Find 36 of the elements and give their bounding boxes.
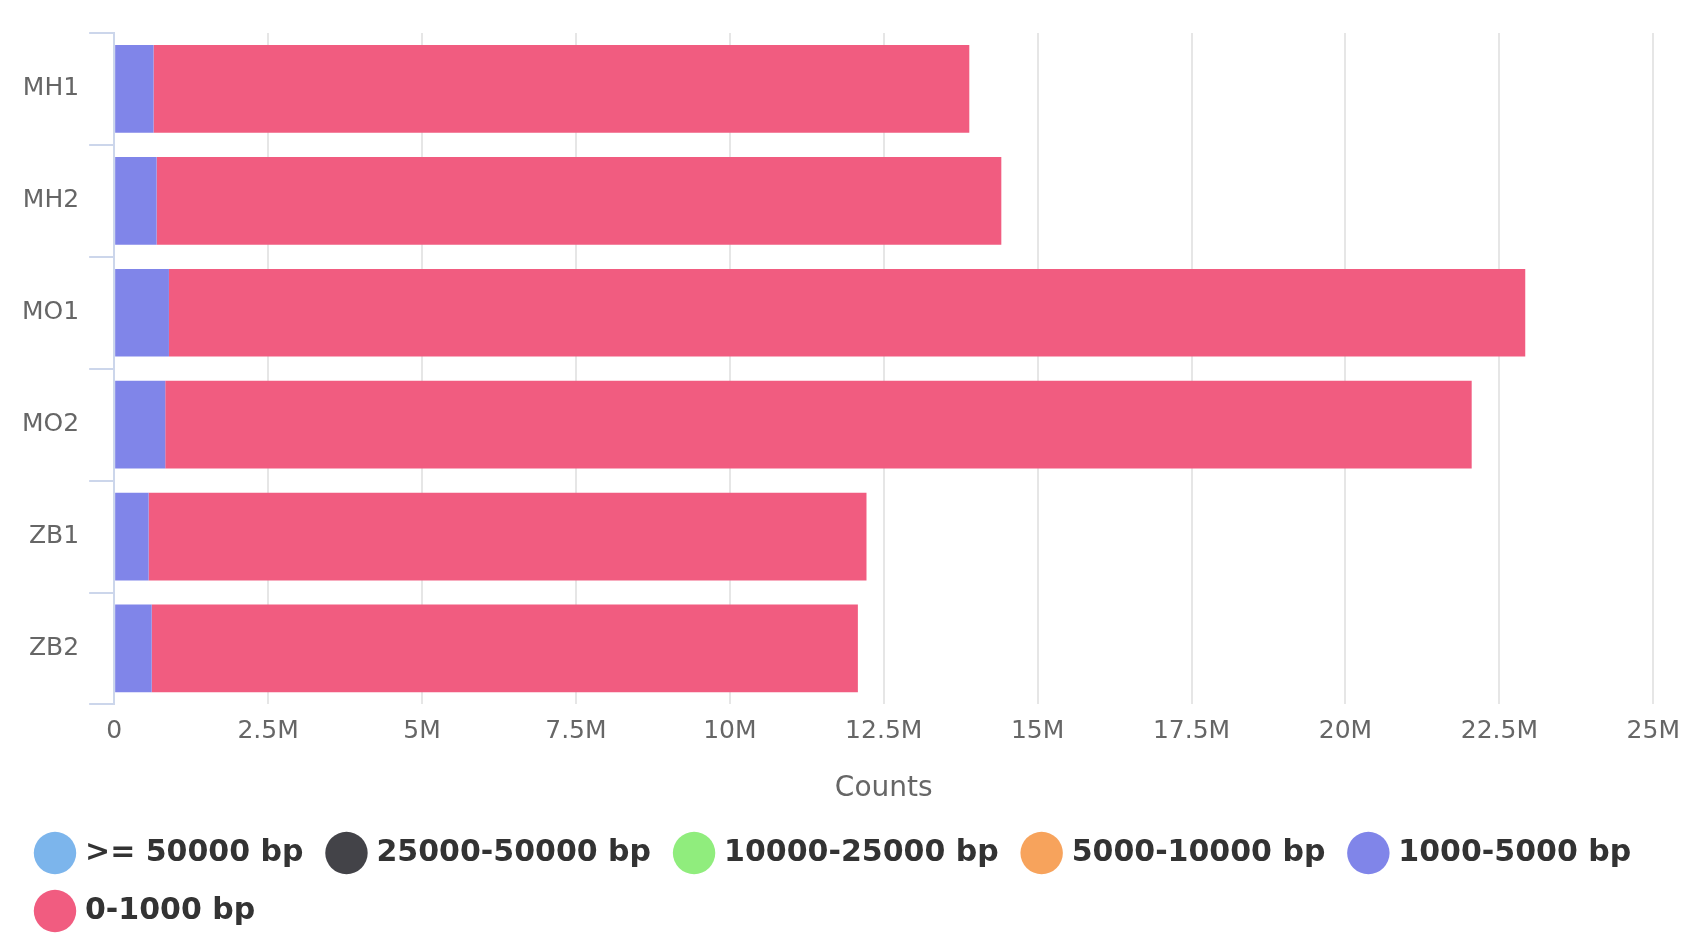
y-tick-label: ZB2 <box>28 631 80 661</box>
bar <box>156 156 1002 245</box>
x-tick-label: 12.5M <box>845 714 923 744</box>
legend-label: >= 50000 bp <box>85 832 304 868</box>
bar <box>151 604 858 693</box>
y-tick-label: MO1 <box>22 296 80 326</box>
x-tick-label: 7.5M <box>545 714 607 744</box>
x-tick-label: 5M <box>403 714 441 744</box>
x-axis-title: Counts <box>834 770 933 804</box>
bar <box>153 45 970 133</box>
x-tick-label: 25M <box>1626 714 1680 744</box>
legend-label: 0-1000 bp <box>85 890 256 926</box>
x-tick-label: 17.5M <box>1152 714 1231 744</box>
bar <box>115 156 157 245</box>
bar <box>115 604 152 693</box>
legend-label: 10000-25000 bp <box>724 832 999 868</box>
x-tick-label: 10M <box>703 714 757 744</box>
y-tick-label: MH2 <box>22 184 80 214</box>
bar <box>115 492 149 581</box>
bar <box>168 268 1526 357</box>
x-tick-label: 20M <box>1318 714 1373 744</box>
legend-label: 1000-5000 bp <box>1398 832 1632 868</box>
y-tick-label: ZB1 <box>28 520 80 550</box>
y-tick-label: MH1 <box>22 72 80 102</box>
bar <box>115 45 154 133</box>
y-tick-label: MO2 <box>22 408 80 438</box>
bar <box>115 268 169 357</box>
bar <box>115 380 166 469</box>
bar <box>165 380 1472 469</box>
x-tick-label: 15M <box>1010 714 1065 744</box>
x-tick-label: 0 <box>106 714 123 744</box>
x-tick-label: 22.5M <box>1460 714 1539 744</box>
legend-label: 25000-50000 bp <box>376 832 652 868</box>
bar <box>148 492 867 581</box>
legend-label: 5000-10000 bp <box>1071 832 1326 868</box>
x-tick-label: 2.5M <box>237 714 299 744</box>
